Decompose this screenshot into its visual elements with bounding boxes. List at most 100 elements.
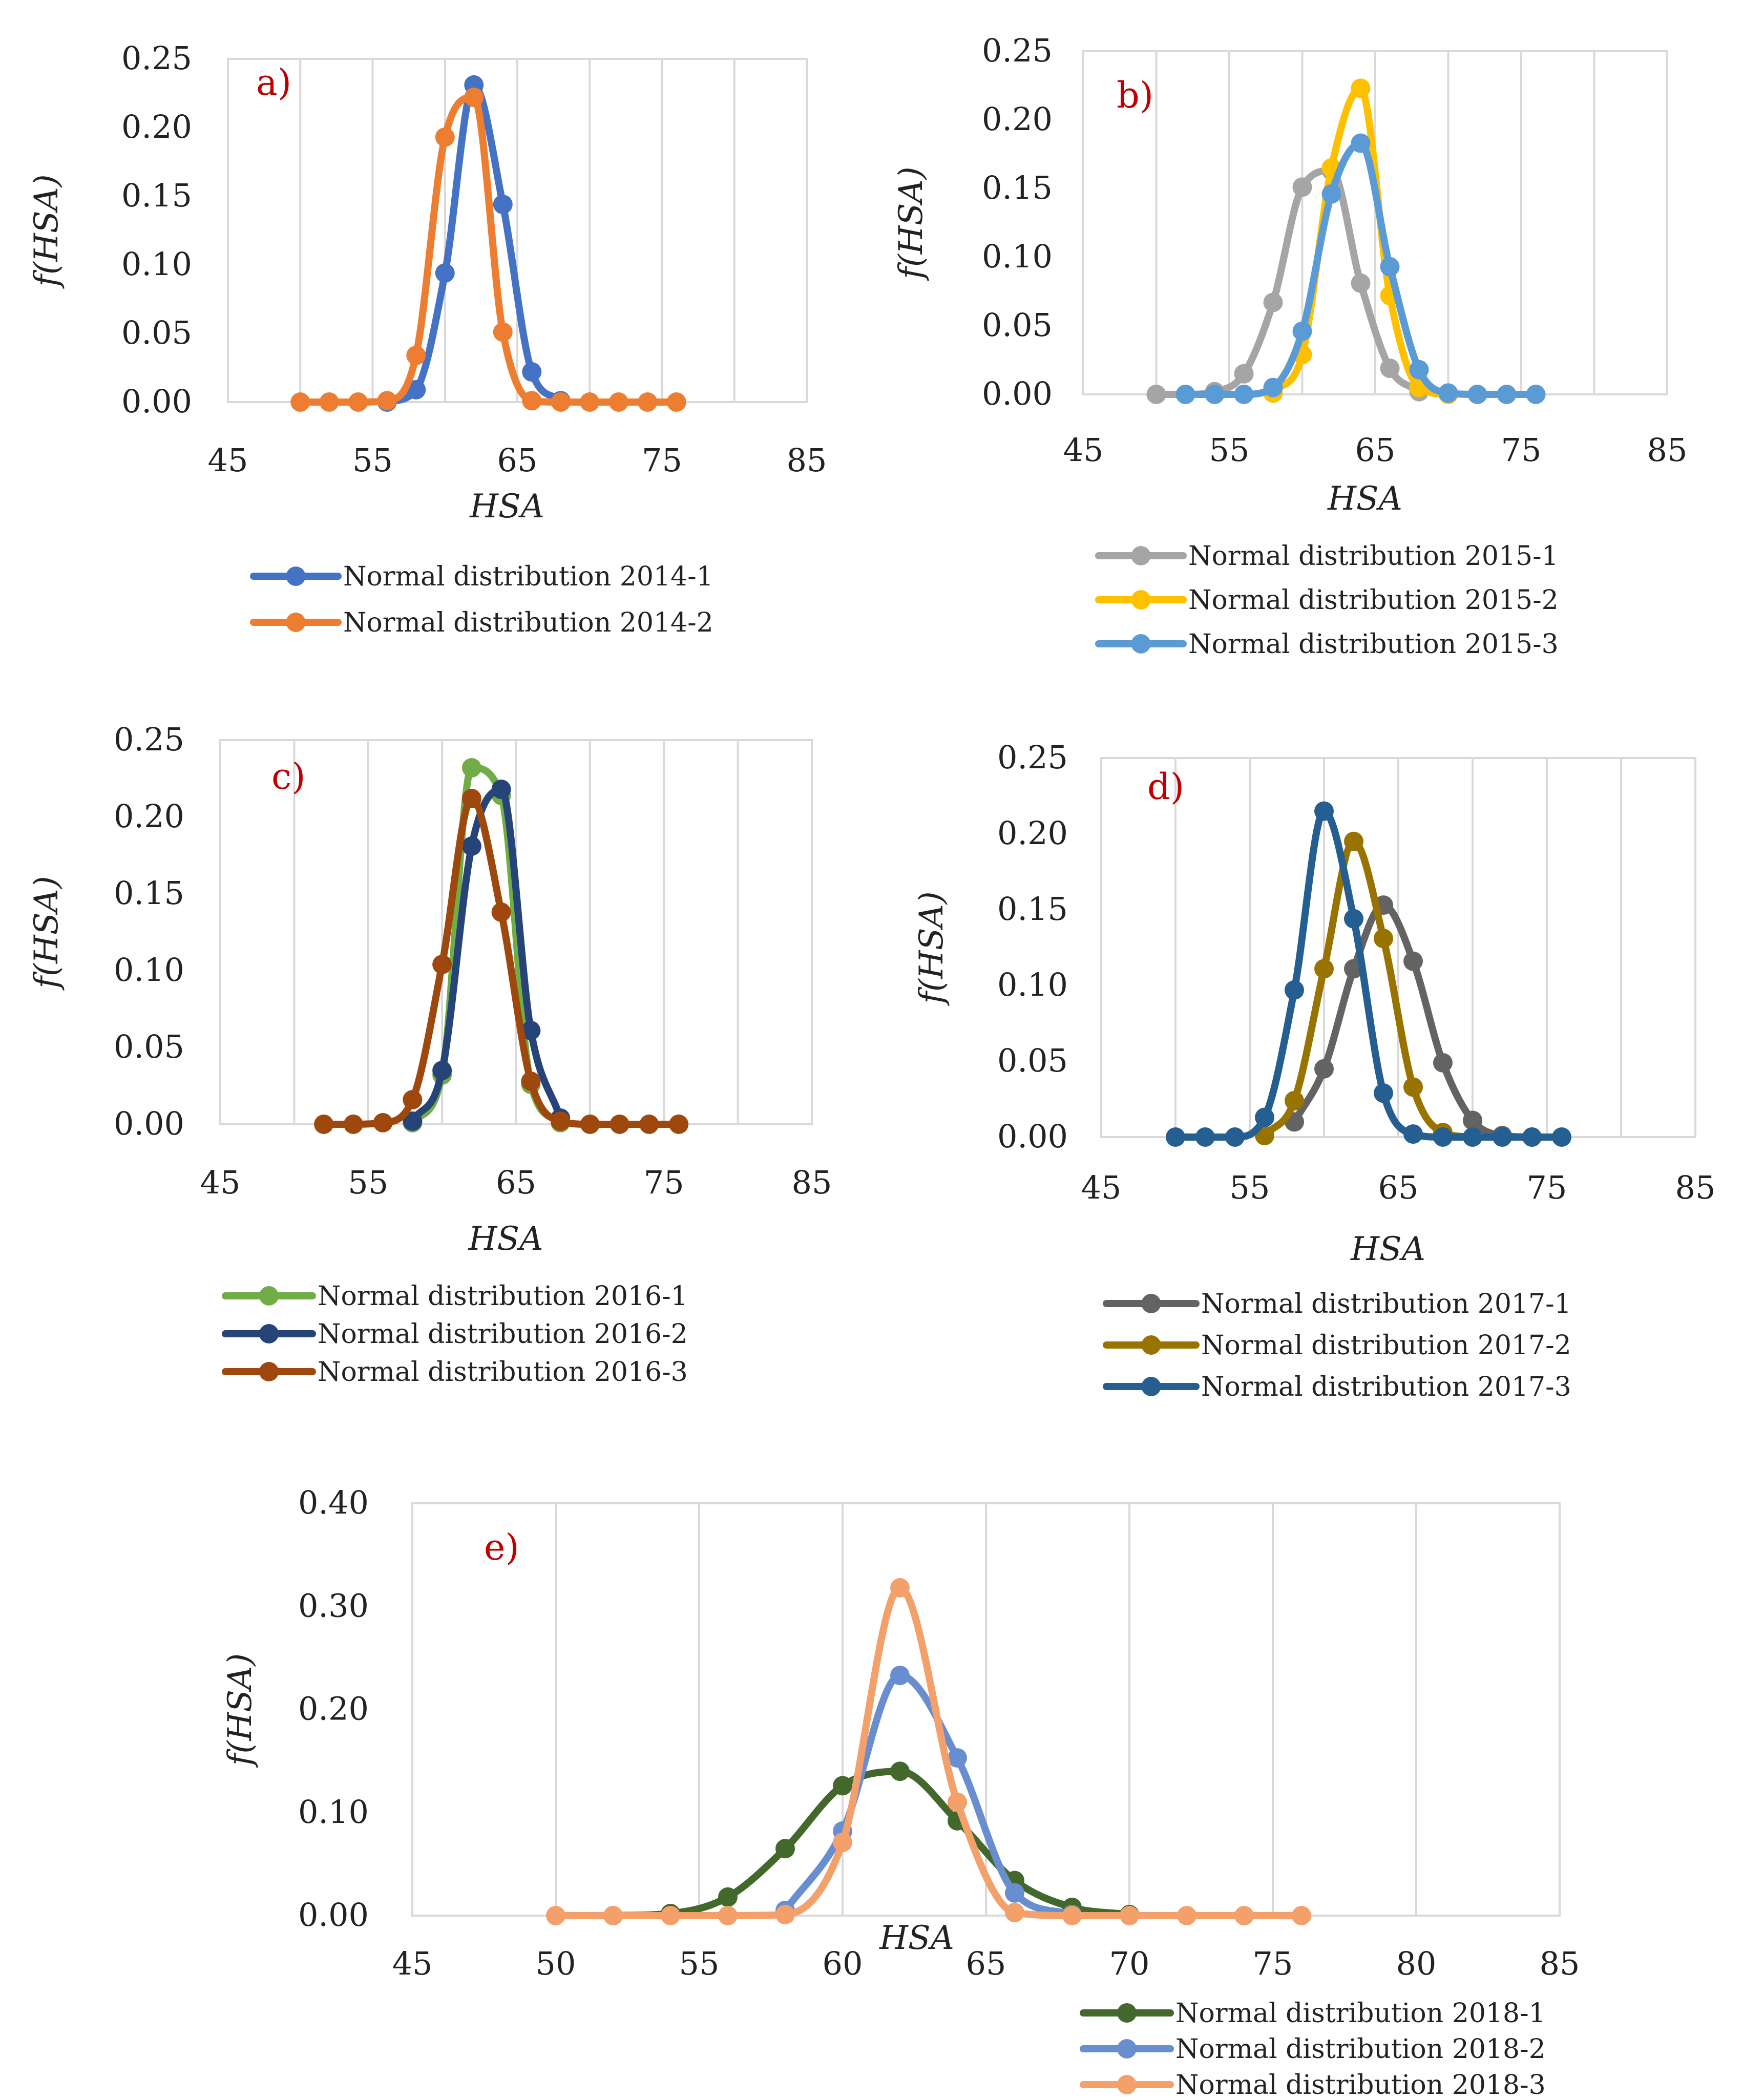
data-point <box>775 1904 795 1924</box>
y-tick-label: 0.25 <box>997 739 1068 776</box>
data-point <box>406 380 426 400</box>
legend-swatch-marker <box>1141 1377 1161 1396</box>
series-1 <box>603 1761 1139 1925</box>
data-point <box>1263 292 1283 312</box>
data-point <box>603 1906 623 1925</box>
x-tick-label: 55 <box>679 1945 720 1982</box>
data-point <box>1403 1077 1423 1097</box>
series-line <box>552 1584 1305 1919</box>
data-point <box>491 780 511 799</box>
y-tick-label: 0.15 <box>121 177 192 214</box>
data-point <box>1166 1127 1185 1147</box>
data-point <box>1374 929 1393 949</box>
data-point <box>432 1061 452 1080</box>
y-axis-label: f(HSA) <box>892 166 930 281</box>
data-point <box>314 1115 334 1134</box>
data-point <box>1225 1127 1245 1147</box>
y-tick-label: 0.25 <box>121 39 192 77</box>
legend-item: Normal distribution 2015-2 <box>1095 585 1559 616</box>
data-point <box>1292 321 1312 341</box>
y-tick-label: 0.10 <box>997 966 1068 1003</box>
legend-label: Normal distribution 2015-3 <box>1188 629 1559 660</box>
legend-label: Normal distribution 2015-1 <box>1188 541 1559 572</box>
data-point <box>1146 385 1166 404</box>
x-tick-label: 75 <box>1253 1945 1293 1982</box>
y-axis-label: f(HSA) <box>221 1653 259 1768</box>
data-point <box>580 1115 600 1134</box>
legend-item: Normal distribution 2017-2 <box>1103 1330 1571 1361</box>
data-point <box>638 392 658 412</box>
data-point <box>403 1111 423 1131</box>
data-point <box>432 955 452 974</box>
data-point <box>1344 831 1363 851</box>
x-tick-label: 65 <box>1378 1169 1419 1206</box>
data-point <box>666 392 686 412</box>
series-line <box>320 795 683 1128</box>
data-point <box>1314 801 1334 821</box>
x-axis-label: HSA <box>1327 480 1402 518</box>
x-tick-label: 60 <box>823 1945 863 1982</box>
data-point <box>461 836 481 856</box>
x-tick-label: 65 <box>966 1945 1006 1982</box>
series-3 <box>546 1578 1311 1925</box>
data-point <box>1380 257 1400 277</box>
legend-item: Normal distribution 2018-3 <box>1080 2070 1546 2100</box>
x-tick-label: 70 <box>1109 1945 1150 1982</box>
legend-item: Normal distribution 2016-3 <box>222 1357 688 1388</box>
data-point <box>290 392 310 412</box>
data-point <box>343 1115 363 1134</box>
data-point <box>1321 184 1341 204</box>
data-point <box>435 263 455 283</box>
series-2 <box>290 88 686 412</box>
data-point <box>1314 959 1334 979</box>
y-tick-label: 0.15 <box>997 890 1068 928</box>
series-line <box>1261 837 1476 1141</box>
x-tick-label: 55 <box>348 1164 388 1201</box>
x-axis-label: HSA <box>1350 1230 1425 1268</box>
data-point <box>639 1115 659 1134</box>
panel-label: b) <box>1117 74 1153 116</box>
y-tick-label: 0.30 <box>298 1587 369 1624</box>
series-3 <box>314 789 689 1134</box>
data-point <box>521 1072 541 1091</box>
x-axis-label: HSA <box>469 488 544 526</box>
data-point <box>1403 951 1423 971</box>
legend-swatch-marker <box>1131 590 1151 610</box>
legend-swatch-marker <box>1117 2075 1137 2094</box>
data-point <box>1351 133 1371 153</box>
legend-label: Normal distribution 2015-2 <box>1188 585 1559 616</box>
y-tick-label: 0.40 <box>298 1484 369 1521</box>
data-point <box>491 902 511 922</box>
data-point <box>1467 385 1487 404</box>
x-tick-label: 75 <box>642 442 682 479</box>
y-tick-label: 0.00 <box>982 375 1053 412</box>
data-point <box>1463 1127 1482 1147</box>
data-point <box>546 1906 565 1925</box>
legend-label: Normal distribution 2017-3 <box>1201 1372 1571 1402</box>
y-tick-label: 0.05 <box>121 314 192 351</box>
data-point <box>661 1906 680 1925</box>
chart-panel-e: 0.00 0.10 0.20 0.30 0.40 45 50 55 60 65 70 75 80 85 HS… <box>221 1484 1580 2100</box>
data-point <box>1285 980 1304 1000</box>
data-point <box>1005 1902 1024 1922</box>
y-tick-label: 0.20 <box>121 108 192 145</box>
x-tick-label: 45 <box>392 1945 433 1982</box>
series-1 <box>377 75 571 412</box>
data-point <box>1374 1083 1393 1103</box>
legend-swatch-marker <box>259 1362 279 1381</box>
series-line <box>1172 807 1565 1141</box>
x-tick-label: 55 <box>1230 1169 1270 1206</box>
x-tick-label: 45 <box>200 1164 241 1201</box>
y-tick-label: 0.05 <box>982 306 1053 344</box>
data-point <box>948 1748 967 1768</box>
data-point <box>1263 377 1283 397</box>
data-point <box>1522 1127 1542 1147</box>
data-point <box>377 391 397 411</box>
x-tick-label: 65 <box>1355 431 1396 469</box>
data-point <box>522 391 542 411</box>
series-3 <box>1166 801 1571 1147</box>
x-tick-label: 85 <box>1647 431 1688 469</box>
data-point <box>1493 1127 1512 1147</box>
data-point <box>610 1115 629 1134</box>
data-point <box>890 1578 910 1598</box>
